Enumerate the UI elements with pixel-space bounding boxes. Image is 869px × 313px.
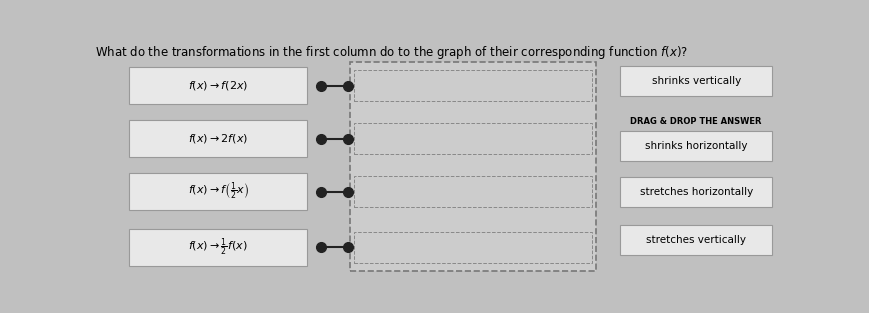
FancyBboxPatch shape <box>354 123 592 154</box>
FancyBboxPatch shape <box>620 177 772 207</box>
FancyBboxPatch shape <box>129 173 308 210</box>
FancyBboxPatch shape <box>129 120 308 157</box>
FancyBboxPatch shape <box>354 70 592 101</box>
FancyBboxPatch shape <box>620 225 772 255</box>
Text: $f(x) \rightarrow f(2x)$: $f(x) \rightarrow f(2x)$ <box>188 79 249 92</box>
Text: stretches vertically: stretches vertically <box>647 235 746 245</box>
Text: $f(x) \rightarrow f\left(\frac{1}{2}x\right)$: $f(x) \rightarrow f\left(\frac{1}{2}x\ri… <box>188 181 249 203</box>
FancyBboxPatch shape <box>354 177 592 207</box>
FancyBboxPatch shape <box>620 131 772 161</box>
Text: shrinks vertically: shrinks vertically <box>652 76 741 86</box>
FancyBboxPatch shape <box>354 232 592 263</box>
Text: DRAG & DROP THE ANSWER: DRAG & DROP THE ANSWER <box>631 117 762 126</box>
Text: What do the transformations in the first column do to the graph of their corresp: What do the transformations in the first… <box>95 44 688 61</box>
Text: $f(x) \rightarrow \frac{1}{2}f(x)$: $f(x) \rightarrow \frac{1}{2}f(x)$ <box>189 237 248 258</box>
FancyBboxPatch shape <box>129 228 308 266</box>
FancyBboxPatch shape <box>620 66 772 96</box>
Text: shrinks horizontally: shrinks horizontally <box>645 141 747 151</box>
FancyBboxPatch shape <box>349 62 595 271</box>
Text: stretches horizontally: stretches horizontally <box>640 187 753 197</box>
FancyBboxPatch shape <box>129 67 308 105</box>
Text: $f(x) \rightarrow 2f(x)$: $f(x) \rightarrow 2f(x)$ <box>188 132 249 145</box>
